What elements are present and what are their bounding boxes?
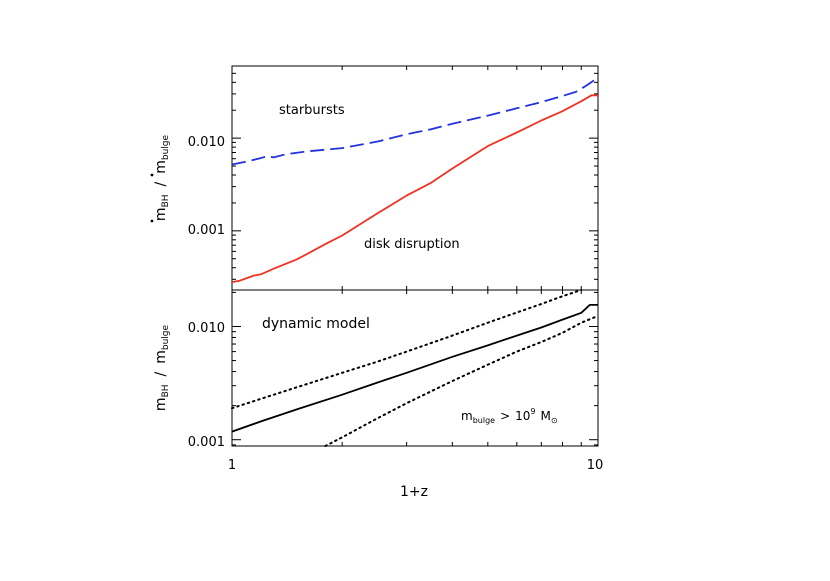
bottom-plot-frame [231,289,599,447]
bottom-ticks [231,290,599,446]
disk-disruption-annotation: disk disruption [364,237,460,252]
top-ylabel-m1: m [153,207,169,221]
top-ylabel-slash: / [153,181,169,186]
mass-condition-label: mbulge >109 M⊙ [461,407,558,425]
top-ylabel-dot2 [150,173,154,177]
top-ylabel-sub1: BH [161,194,171,207]
bottom-panel: 0.001 0.010 1 10 1+z dynamic model mbulg… [153,289,604,500]
cond-sub: bulge [473,416,495,425]
bottom-ylabel-m1: m [153,397,169,411]
bottom-ylabel: mBH/mbulge [153,324,171,411]
x-axis-label: 1+z [400,484,428,500]
top-ytick-label-0: 0.001 [188,223,225,238]
cond-m: m [461,409,473,423]
xtick-label-1: 10 [587,458,604,473]
cond-sun: ⊙ [551,416,558,425]
top-series-group [231,76,599,283]
bottom-series-1-dotted-line [231,289,583,410]
bottom-ytick-label-0: 0.001 [188,435,225,450]
top-ylabel: mBH/mbulge [150,134,171,223]
top-ylabel-dot1 [150,219,154,223]
cond-unit: M [541,409,551,423]
bottom-ytick-label-1: 0.010 [188,321,225,336]
cond-gt: > [500,409,510,423]
bottom-series-group [231,289,599,447]
dynamic-model-annotation: dynamic model [262,316,370,332]
top-series-1-solid-line [231,94,598,283]
top-series-0-dashed-line [231,76,599,166]
bottom-series-0-solid-line [231,303,598,433]
svg-text:mBH/mbulge: mBH/mbulge [153,134,171,221]
bottom-ylabel-slash: / [153,371,169,376]
cond-base: 10 [515,409,530,423]
cond-exp: 9 [530,407,535,416]
xtick-label-0: 1 [228,458,236,473]
bottom-ylabel-m2: m [153,350,169,364]
bottom-series-2-dotted-line [324,314,599,447]
top-ylabel-sub2: bulge [161,134,171,160]
bottom-ylabel-sub2: bulge [161,324,171,350]
top-plot-frame [231,65,599,291]
bottom-ylabel-sub1: BH [161,384,171,397]
top-y-ticks [231,65,599,290]
top-ylabel-m2: m [153,160,169,174]
starbursts-annotation: starbursts [279,103,345,118]
top-ytick-label-1: 0.010 [188,135,225,150]
top-panel: 0.001 0.010 starbursts disk disruption m… [150,65,599,291]
svg-text:mBH/mbulge: mBH/mbulge [153,324,171,411]
